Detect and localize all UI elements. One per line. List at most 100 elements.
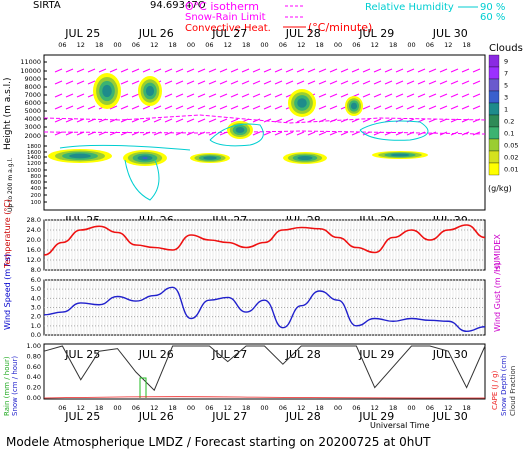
convective-label: Convective Heat. [185, 23, 271, 34]
cloud-blob [390, 153, 410, 157]
wind-barb [153, 118, 162, 123]
day-label: JUL 25 [64, 27, 100, 40]
rh-contour [59, 144, 191, 151]
wind-barb [65, 105, 74, 110]
wind-barb [219, 68, 228, 73]
wind-barb [406, 93, 415, 98]
wind-barb [472, 68, 481, 73]
hour-label: 00 [260, 41, 268, 49]
wind-barb [175, 93, 184, 98]
wind-barb [351, 68, 360, 73]
wind-barb [186, 118, 195, 123]
wind-barb [65, 93, 74, 98]
day-label: JUL 29 [358, 27, 394, 40]
clouds-legend-unit: (g/kg) [488, 184, 512, 193]
wind-barb [329, 80, 338, 85]
wind-barb [197, 118, 206, 123]
hour-label: 18 [315, 41, 323, 49]
legend-level: 0.01 [504, 165, 518, 173]
wind-barb [54, 118, 63, 123]
hour-label: 12 [77, 41, 85, 49]
temp-ytick: 20.0 [27, 236, 41, 244]
wind-barb [351, 80, 360, 85]
wind-barb [296, 80, 305, 85]
cloud-ytick: 1400 [27, 155, 41, 161]
wind-barb [395, 68, 404, 73]
wind-barb [186, 68, 195, 73]
wind-barb [450, 68, 459, 73]
temp-ytick: 24.0 [27, 226, 41, 234]
wind-barb [428, 93, 437, 98]
hour-label: 18 [168, 404, 176, 412]
rh-90: 90 % [480, 2, 505, 13]
wind-barb [274, 68, 283, 73]
cloud-ytick: 7000 [24, 91, 41, 99]
hour-label: 18 [315, 404, 323, 412]
wind-barb [461, 68, 470, 73]
wind-barb [450, 105, 459, 110]
wind-barb [373, 68, 382, 73]
isotherm-line [43, 114, 486, 124]
wind-barb [241, 68, 250, 73]
day-label: JUL 26 [138, 410, 174, 423]
cloud-blob [297, 155, 313, 161]
wind-barb [285, 131, 294, 136]
xlabel: Universal Time [370, 421, 430, 430]
hour-label: 18 [242, 41, 250, 49]
wind-barb [175, 118, 184, 123]
wind-barb [252, 80, 261, 85]
hour-label: 06 [205, 404, 213, 412]
wind-barb [274, 131, 283, 136]
cape-ylabel: CAPE (J / g) [491, 370, 499, 410]
legend-swatch [488, 66, 500, 80]
legend-level: 7 [504, 69, 508, 77]
hour-label: 06 [58, 41, 66, 49]
wind-barb [252, 105, 261, 110]
wind-barb [219, 118, 228, 123]
wind-barb [241, 105, 250, 110]
temp-ytick: 28.0 [27, 216, 41, 224]
legend-level: 0.05 [504, 141, 518, 149]
rh-contour [209, 123, 264, 147]
rh-contour [359, 120, 429, 141]
wind-barb [307, 131, 316, 136]
wind-barb [384, 80, 393, 85]
wind-barb [131, 105, 140, 110]
wind-barb [450, 80, 459, 85]
temp-ytick: 8.0 [31, 266, 41, 274]
legend-swatch [488, 150, 500, 164]
cloud-ytick: 8000 [24, 83, 41, 91]
legend-level: 3 [504, 93, 508, 101]
wind-barb [142, 105, 151, 110]
wind-barb [65, 80, 74, 85]
wind-barb [131, 93, 140, 98]
wind-barb [54, 68, 63, 73]
wind-barb [263, 105, 272, 110]
wind-barb [318, 93, 327, 98]
rain-ytick: 0.80 [27, 352, 41, 360]
wind-barb [252, 131, 261, 136]
wind-barb [230, 68, 239, 73]
wind-barb [120, 131, 129, 136]
hour-label: 06 [279, 41, 287, 49]
legend-level: 0.02 [504, 153, 518, 161]
hour-label: 00 [113, 404, 121, 412]
hour-label: 12 [444, 404, 452, 412]
wind-barb [186, 131, 195, 136]
hour-label: 18 [462, 404, 470, 412]
day-label: JUL 25 [64, 348, 100, 361]
wind-barb [439, 68, 448, 73]
wind-barb [219, 93, 228, 98]
wind-barb [219, 80, 228, 85]
hour-label: 12 [371, 41, 379, 49]
wind-gust-label: Wind Gust (m / s) [493, 262, 502, 332]
wind-barb [131, 68, 140, 73]
hour-label: 18 [242, 404, 250, 412]
cloud-ytick: 100 [31, 200, 42, 206]
wind-barb [417, 105, 426, 110]
cloud-fraction-line [43, 345, 486, 392]
wind-barb [208, 68, 217, 73]
wind-barb [461, 93, 470, 98]
temp-y-axis: 28.0 24.0 20.0 16.0 12.0 8.0 [27, 216, 485, 274]
hour-label: 06 [58, 404, 66, 412]
